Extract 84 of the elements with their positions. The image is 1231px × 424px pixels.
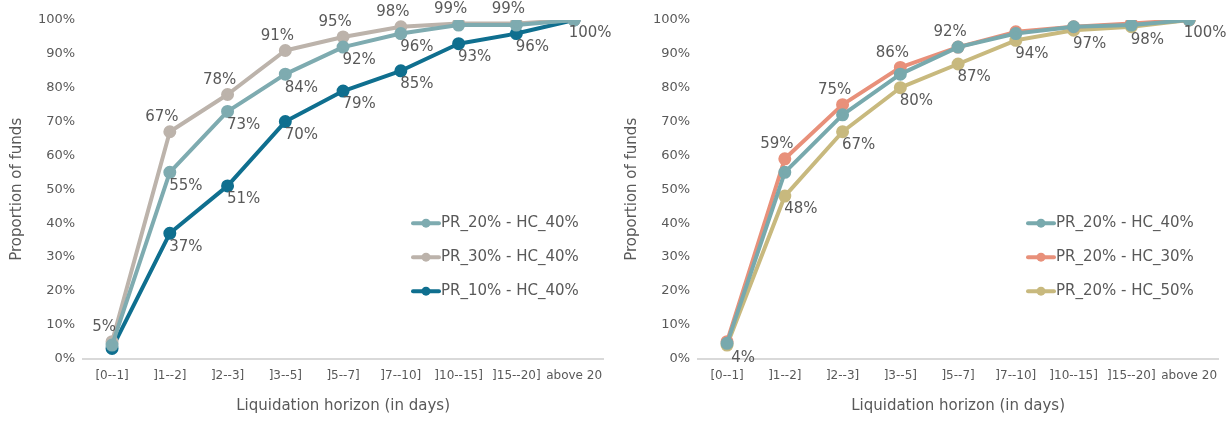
y-tick-label: 90%	[661, 45, 691, 61]
data-label: 98%	[376, 2, 410, 21]
data-label: 51%	[226, 189, 261, 208]
data-label: 96%	[515, 36, 550, 55]
x-tick-label: above 20	[546, 367, 603, 382]
x-tick-label: above 20	[1161, 367, 1218, 382]
data-label: 37%	[169, 236, 203, 255]
data-label: 4%	[731, 348, 755, 367]
data-label: 75%	[817, 80, 852, 99]
y-tick-label: 60%	[46, 146, 76, 162]
data-label: 97%	[1072, 33, 1107, 52]
y-tick-label: 60%	[661, 146, 691, 162]
data-label: 67%	[145, 107, 179, 126]
y-tick-label: 40%	[46, 214, 76, 230]
x-tick-label: ]15--20]	[1107, 367, 1156, 382]
data-label: 92%	[933, 22, 967, 41]
data-label: 5%	[92, 317, 116, 336]
y-tick-label: 80%	[46, 79, 76, 95]
x-tick-label: ]1--2]	[768, 367, 802, 382]
x-tick-label: ]1--2]	[153, 367, 187, 382]
data-label: 55%	[169, 175, 203, 194]
legend-label: PR_20% - HC_40%	[1056, 213, 1194, 233]
y-tick-label: 50%	[661, 180, 691, 196]
x-tick-label: [0--1]	[95, 367, 129, 382]
y-tick-label: 10%	[661, 316, 691, 332]
y-tick-label: 100%	[37, 11, 76, 27]
x-axis-title: Liquidation horizon (in days)	[851, 395, 1065, 414]
y-axis-title: Proportion of funds	[621, 117, 640, 261]
y-tick-label: 100%	[652, 11, 691, 27]
data-label: 92%	[342, 50, 376, 69]
data-label: 100%	[1183, 23, 1227, 42]
y-tick-label: 20%	[46, 282, 76, 298]
data-label: 84%	[284, 77, 318, 96]
data-label: 78%	[202, 69, 237, 88]
data-label: 59%	[760, 134, 794, 153]
y-tick-label: 0%	[669, 349, 691, 365]
y-tick-label: 70%	[661, 112, 691, 128]
x-tick-label: ]3--5]	[883, 367, 917, 382]
y-tick-label: 70%	[46, 112, 76, 128]
data-label: 79%	[342, 94, 376, 113]
data-label: 96%	[400, 36, 434, 55]
data-label: 70%	[284, 124, 318, 143]
legend-label: PR_20% - HC_50%	[1056, 281, 1194, 301]
data-label: 91%	[260, 25, 294, 44]
data-label: 87%	[957, 67, 991, 86]
data-label: 94%	[1015, 43, 1049, 62]
y-tick-label: 90%	[46, 45, 76, 61]
x-tick-label: ]7--10]	[995, 367, 1037, 382]
data-label: 86%	[875, 42, 909, 61]
data-label: 100%	[568, 23, 612, 42]
y-tick-label: 30%	[661, 248, 691, 264]
y-axis-title: Proportion of funds	[6, 117, 25, 261]
data-label: 99%	[491, 0, 526, 17]
legend-label: PR_10% - HC_40%	[441, 281, 579, 301]
x-tick-label: ]3--5]	[268, 367, 302, 382]
data-label: 93%	[457, 47, 492, 66]
x-tick-label: ]2--3]	[825, 367, 860, 382]
data-label: 48%	[784, 199, 818, 218]
x-tick-label: ]10--15]	[434, 367, 483, 382]
y-tick-label: 50%	[46, 180, 76, 196]
data-label: 73%	[226, 114, 261, 133]
legend-label: PR_20% - HC_40%	[441, 213, 579, 233]
y-tick-label: 30%	[46, 248, 76, 264]
legend-label: PR_20% - HC_30%	[1056, 247, 1194, 267]
data-label: 85%	[400, 74, 434, 93]
y-tick-label: 20%	[661, 282, 691, 298]
x-tick-label: ]7--10]	[380, 367, 422, 382]
x-tick-label: [0--1]	[710, 367, 744, 382]
data-label: 99%	[433, 0, 468, 17]
y-tick-label: 80%	[661, 79, 691, 95]
y-tick-label: 40%	[661, 214, 691, 230]
legend-label: PR_30% - HC_40%	[441, 247, 579, 267]
x-tick-label: ]5--7]	[326, 367, 360, 382]
x-tick-label: ]2--3]	[210, 367, 245, 382]
x-tick-label: ]10--15]	[1049, 367, 1098, 382]
data-label: 95%	[318, 12, 352, 31]
x-tick-label: ]15--20]	[492, 367, 541, 382]
data-label: 80%	[899, 91, 933, 110]
data-label: 67%	[841, 135, 876, 154]
y-tick-label: 0%	[54, 349, 76, 365]
y-tick-label: 10%	[46, 316, 76, 332]
x-tick-label: ]5--7]	[941, 367, 975, 382]
data-label: 98%	[1130, 30, 1165, 49]
x-axis-title: Liquidation horizon (in days)	[236, 395, 450, 414]
